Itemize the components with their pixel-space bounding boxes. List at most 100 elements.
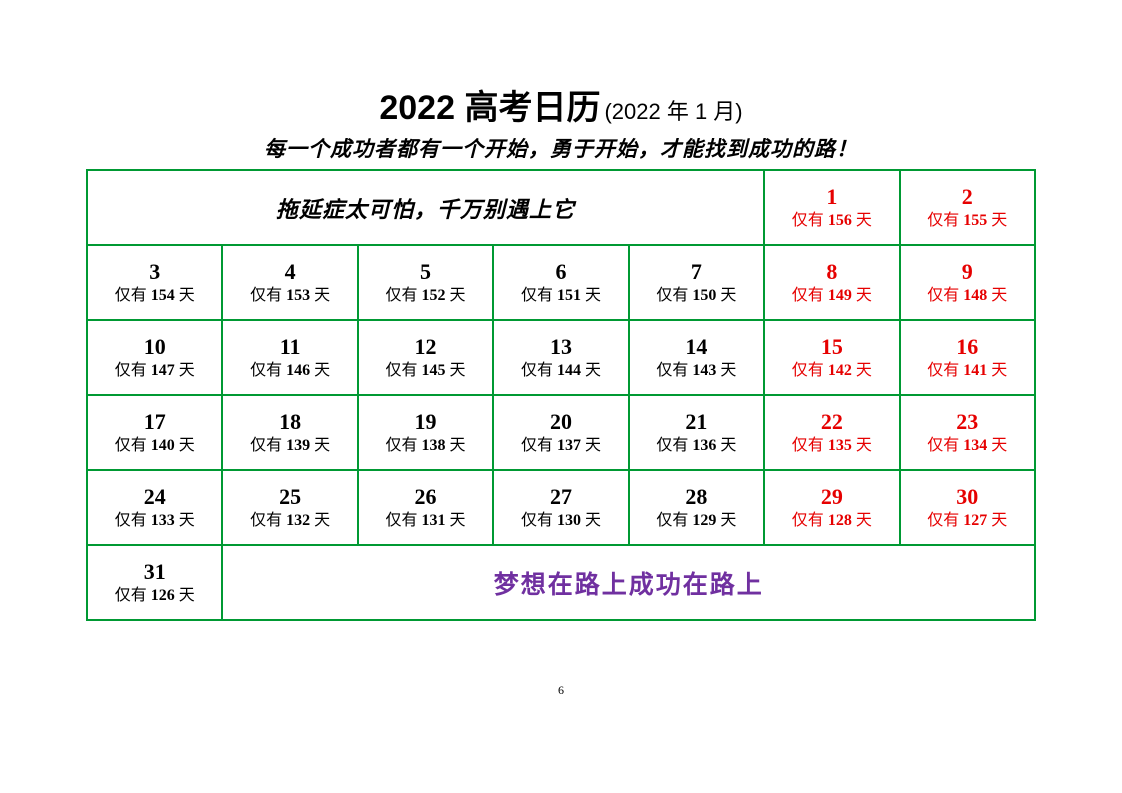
header: 2022 高考日历 (2022 年 1 月) (85, 80, 1037, 129)
day-cell: 29 仅有 128 天 (764, 470, 899, 545)
day-cell: 23 仅有 134 天 (900, 395, 1035, 470)
day-number: 10 (92, 333, 217, 362)
day-number: 14 (634, 333, 759, 362)
title-main: 2022 高考日历 (379, 89, 600, 127)
day-remain: 仅有 145 天 (363, 361, 488, 382)
day-cell: 7 仅有 150 天 (629, 245, 764, 320)
day-cell: 10 仅有 147 天 (87, 320, 222, 395)
day-cell: 20 仅有 137 天 (493, 395, 628, 470)
day-remain: 仅有 142 天 (769, 361, 894, 382)
day-remain: 仅有 128 天 (769, 511, 894, 532)
day-number: 9 (905, 258, 1030, 287)
subtitle-quote: 每一个成功者都有一个开始，勇于开始，才能找到成功的路！ (85, 133, 1037, 163)
day-remain: 仅有 130 天 (498, 511, 623, 532)
footer-message-cell: 梦想在路上成功在路上 (222, 545, 1035, 620)
day-remain: 仅有 129 天 (634, 511, 759, 532)
day-remain: 仅有 143 天 (634, 361, 759, 382)
day-number: 28 (634, 483, 759, 512)
day-number: 17 (92, 408, 217, 437)
day-cell: 27 仅有 130 天 (493, 470, 628, 545)
day-cell: 22 仅有 135 天 (764, 395, 899, 470)
day-remain: 仅有 153 天 (227, 286, 352, 307)
day-number: 24 (92, 483, 217, 512)
day-cell: 11 仅有 146 天 (222, 320, 357, 395)
day-number: 31 (92, 558, 217, 587)
day-number: 16 (905, 333, 1030, 362)
day-remain: 仅有 146 天 (227, 361, 352, 382)
day-remain: 仅有 144 天 (498, 361, 623, 382)
day-number: 15 (769, 333, 894, 362)
day-cell: 14 仅有 143 天 (629, 320, 764, 395)
day-remain: 仅有 156 天 (769, 211, 894, 232)
day-remain: 仅有 131 天 (363, 511, 488, 532)
day-number: 20 (498, 408, 623, 437)
day-cell: 26 仅有 131 天 (358, 470, 493, 545)
day-remain: 仅有 135 天 (769, 436, 894, 457)
day-cell: 21 仅有 136 天 (629, 395, 764, 470)
day-number: 13 (498, 333, 623, 362)
day-cell: 1 仅有 156 天 (764, 170, 899, 245)
day-cell: 24 仅有 133 天 (87, 470, 222, 545)
day-cell: 5 仅有 152 天 (358, 245, 493, 320)
day-cell: 18 仅有 139 天 (222, 395, 357, 470)
day-cell: 28 仅有 129 天 (629, 470, 764, 545)
day-number: 5 (363, 258, 488, 287)
day-number: 18 (227, 408, 352, 437)
day-cell: 4 仅有 153 天 (222, 245, 357, 320)
day-remain: 仅有 140 天 (92, 436, 217, 457)
day-number: 19 (363, 408, 488, 437)
day-remain: 仅有 136 天 (634, 436, 759, 457)
day-number: 6 (498, 258, 623, 287)
day-cell: 25 仅有 132 天 (222, 470, 357, 545)
day-number: 30 (905, 483, 1030, 512)
day-number: 2 (905, 183, 1030, 212)
day-cell: 31 仅有 126 天 (87, 545, 222, 620)
day-number: 11 (227, 333, 352, 362)
day-remain: 仅有 133 天 (92, 511, 217, 532)
day-number: 22 (769, 408, 894, 437)
day-number: 23 (905, 408, 1030, 437)
day-remain: 仅有 132 天 (227, 511, 352, 532)
day-remain: 仅有 149 天 (769, 286, 894, 307)
day-cell: 16 仅有 141 天 (900, 320, 1035, 395)
day-number: 29 (769, 483, 894, 512)
day-number: 26 (363, 483, 488, 512)
day-number: 3 (92, 258, 217, 287)
day-cell: 30 仅有 127 天 (900, 470, 1035, 545)
day-number: 8 (769, 258, 894, 287)
day-number: 27 (498, 483, 623, 512)
day-number: 12 (363, 333, 488, 362)
day-cell: 19 仅有 138 天 (358, 395, 493, 470)
page-number: 6 (558, 683, 564, 698)
day-cell: 3 仅有 154 天 (87, 245, 222, 320)
day-remain: 仅有 152 天 (363, 286, 488, 307)
day-cell: 15 仅有 142 天 (764, 320, 899, 395)
day-remain: 仅有 134 天 (905, 436, 1030, 457)
day-cell: 2 仅有 155 天 (900, 170, 1035, 245)
day-remain: 仅有 138 天 (363, 436, 488, 457)
day-number: 4 (227, 258, 352, 287)
day-remain: 仅有 150 天 (634, 286, 759, 307)
day-cell: 6 仅有 151 天 (493, 245, 628, 320)
day-number: 25 (227, 483, 352, 512)
day-remain: 仅有 154 天 (92, 286, 217, 307)
day-number: 7 (634, 258, 759, 287)
day-cell: 9 仅有 148 天 (900, 245, 1035, 320)
day-remain: 仅有 155 天 (905, 211, 1030, 232)
top-message-cell: 拖延症太可怕，千万别遇上它 (87, 170, 764, 245)
day-remain: 仅有 126 天 (92, 586, 217, 607)
day-cell: 17 仅有 140 天 (87, 395, 222, 470)
day-remain: 仅有 148 天 (905, 286, 1030, 307)
day-remain: 仅有 147 天 (92, 361, 217, 382)
day-number: 21 (634, 408, 759, 437)
day-remain: 仅有 137 天 (498, 436, 623, 457)
day-remain: 仅有 151 天 (498, 286, 623, 307)
day-cell: 8 仅有 149 天 (764, 245, 899, 320)
day-remain: 仅有 141 天 (905, 361, 1030, 382)
day-remain: 仅有 127 天 (905, 511, 1030, 532)
day-number: 1 (769, 183, 894, 212)
calendar-table: 拖延症太可怕，千万别遇上它 1 仅有 156 天 2 仅有 155 天 3 仅有… (86, 169, 1036, 621)
day-cell: 12 仅有 145 天 (358, 320, 493, 395)
day-cell: 13 仅有 144 天 (493, 320, 628, 395)
title-sub: (2022 年 1 月) (604, 99, 742, 124)
